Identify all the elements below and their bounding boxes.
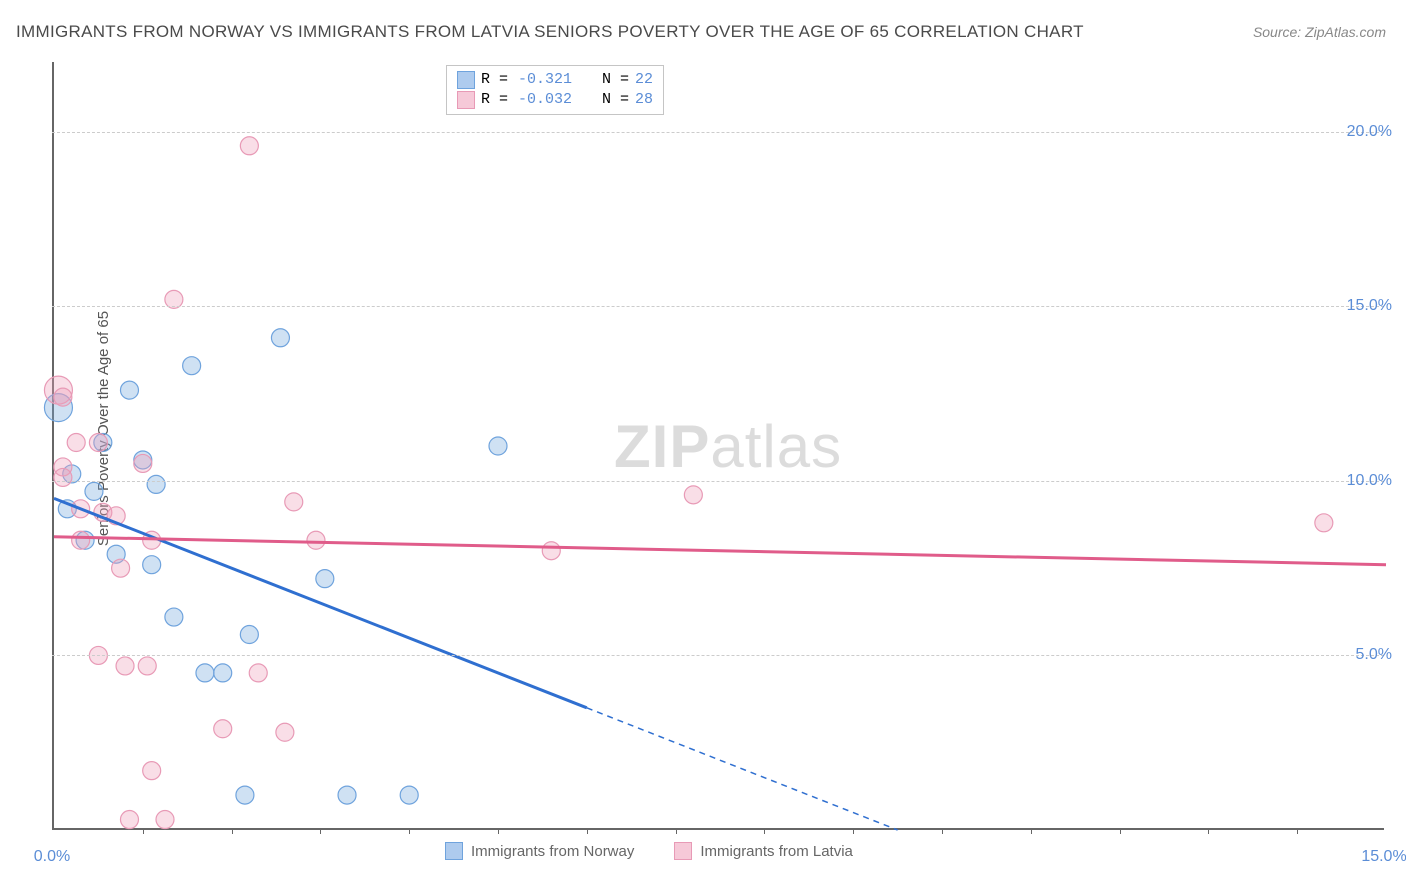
x-tick-mark [143,828,144,834]
swatch-norway-icon [457,71,475,89]
data-point [54,388,72,406]
chart-title: IMMIGRANTS FROM NORWAY VS IMMIGRANTS FRO… [16,22,1084,42]
gridline [52,132,1384,133]
data-point [285,493,303,511]
legend-row-norway: R = -0.321 N = 22 [457,70,653,90]
data-point [112,559,130,577]
legend-row-latvia: R = -0.032 N = 28 [457,90,653,110]
gridline [52,655,1384,656]
data-point [249,664,267,682]
data-point [542,542,560,560]
chart-svg [54,62,1384,828]
trend-line-dashed [587,708,898,830]
swatch-norway-icon [445,842,463,860]
data-point [143,762,161,780]
x-tick-mark [232,828,233,834]
x-tick-mark [764,828,765,834]
data-point [165,608,183,626]
x-tick-mark [498,828,499,834]
x-tick-mark [409,828,410,834]
data-point [271,329,289,347]
data-point [67,434,85,452]
data-point [400,786,418,804]
x-tick-mark [1120,828,1121,834]
data-point [143,556,161,574]
data-point [72,531,90,549]
data-point [338,786,356,804]
x-tick-mark [587,828,588,834]
y-tick-label: 5.0% [1356,646,1392,664]
x-tick-mark [1297,828,1298,834]
x-tick-mark [1208,828,1209,834]
data-point [316,570,334,588]
data-point [214,720,232,738]
correlation-legend: R = -0.321 N = 22 R = -0.032 N = 28 [446,65,664,115]
data-point [138,657,156,675]
x-tick-mark [676,828,677,834]
data-point [120,811,138,829]
y-tick-label: 20.0% [1347,123,1392,141]
data-point [276,723,294,741]
chart-container: IMMIGRANTS FROM NORWAY VS IMMIGRANTS FRO… [0,0,1406,892]
trend-line [54,498,587,707]
data-point [236,786,254,804]
x-tick-mark [1031,828,1032,834]
data-point [240,137,258,155]
source-label: Source: ZipAtlas.com [1253,24,1386,40]
swatch-latvia-icon [457,91,475,109]
data-point [214,664,232,682]
data-point [1315,514,1333,532]
data-point [196,664,214,682]
data-point [684,486,702,504]
trend-line [54,537,1386,565]
data-point [89,434,107,452]
x-tick-mark [853,828,854,834]
plot-area: ZIPatlas [52,62,1384,830]
legend-item-latvia: Immigrants from Latvia [674,842,853,860]
x-tick-mark [942,828,943,834]
data-point [307,531,325,549]
series-legend: Immigrants from Norway Immigrants from L… [445,842,853,860]
data-point [489,437,507,455]
data-point [147,475,165,493]
y-tick-label: 10.0% [1347,472,1392,490]
x-tick-mark [320,828,321,834]
gridline [52,306,1384,307]
gridline [52,481,1384,482]
data-point [120,381,138,399]
x-tick-label: 0.0% [34,848,70,866]
data-point [116,657,134,675]
data-point [156,811,174,829]
y-tick-label: 15.0% [1347,297,1392,315]
data-point [85,482,103,500]
legend-item-norway: Immigrants from Norway [445,842,634,860]
swatch-latvia-icon [674,842,692,860]
data-point [240,626,258,644]
data-point [54,468,72,486]
data-point [183,357,201,375]
x-tick-label: 15.0% [1361,848,1406,866]
data-point [134,454,152,472]
